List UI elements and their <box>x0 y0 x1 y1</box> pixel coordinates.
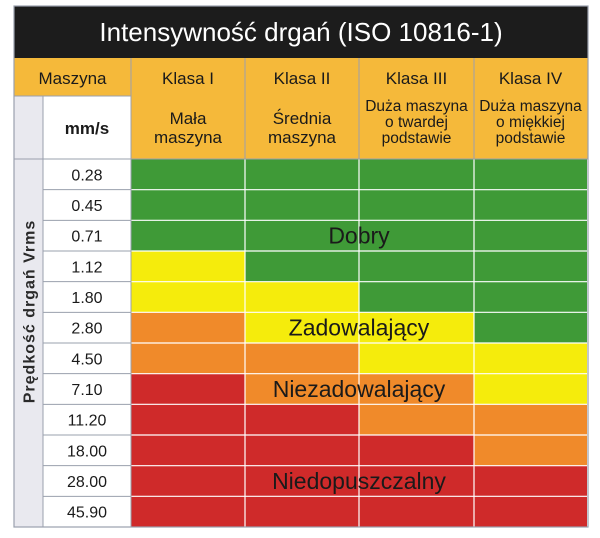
zone-cell <box>245 189 359 221</box>
class-description: Średnia <box>273 109 332 128</box>
velocity-axis-label: Prędkość drgań Vrms <box>22 220 39 404</box>
zone-cell <box>131 159 245 190</box>
zone-cell <box>474 312 587 343</box>
velocity-value: 0.28 <box>71 167 102 184</box>
zone-cell <box>474 343 587 374</box>
zone-cell <box>359 220 474 251</box>
machine-header: Maszyna <box>38 69 107 88</box>
zone-cell <box>245 343 359 374</box>
class-description: Duża maszyna <box>479 98 582 115</box>
zone-cell <box>131 281 245 313</box>
class-description: maszyna <box>154 128 223 147</box>
zone-cell <box>245 312 359 343</box>
zone-cell <box>131 435 245 466</box>
zone-cell <box>245 404 359 435</box>
zone-cell <box>131 220 245 251</box>
velocity-value: 28.00 <box>67 474 107 491</box>
zone-cell <box>359 312 474 343</box>
class-description: maszyna <box>268 128 337 147</box>
class-header: Klasa II <box>274 69 331 88</box>
zone-cell <box>131 251 245 282</box>
velocity-value: 18.00 <box>67 443 107 460</box>
zone-label: Niedopuszczalny <box>272 468 446 494</box>
zone-cell <box>245 220 359 251</box>
zone-cell <box>359 159 474 190</box>
unit-header: mm/s <box>65 119 109 138</box>
chart-title: Intensywność drgań (ISO 10816-1) <box>99 17 502 47</box>
zone-cell <box>131 373 245 405</box>
zone-cell <box>245 373 359 405</box>
zone-cell <box>474 220 587 251</box>
zone-cell <box>474 251 587 282</box>
unit-cell <box>43 96 131 159</box>
velocity-value: 1.12 <box>71 259 102 276</box>
class-description: podstawie <box>382 130 452 147</box>
zone-cell <box>359 373 474 405</box>
zone-cell <box>245 159 359 190</box>
class-header: Klasa I <box>162 69 214 88</box>
zone-cell <box>131 189 245 221</box>
zone-label: Niezadowalający <box>273 376 446 402</box>
zone-cell <box>131 312 245 343</box>
zone-cell <box>359 343 474 374</box>
zone-cell <box>359 281 474 313</box>
zone-cell <box>474 435 587 466</box>
zone-cell <box>474 496 587 527</box>
axis-label-column <box>14 96 43 527</box>
zone-cell <box>359 404 474 435</box>
velocity-value: 11.20 <box>68 413 107 430</box>
zone-cell <box>474 465 587 497</box>
velocity-value: 0.45 <box>71 198 102 215</box>
class-description: Mała <box>170 109 207 128</box>
zone-label: Zadowalający <box>289 315 430 341</box>
zone-cell <box>474 281 587 313</box>
class-description: o twardej <box>385 114 448 131</box>
zone-cell <box>474 189 587 221</box>
velocity-value: 0.71 <box>71 229 102 246</box>
class-description: o miękkiej <box>496 114 565 131</box>
zone-cell <box>474 404 587 435</box>
title-bar <box>14 6 588 58</box>
zone-cell <box>131 465 245 497</box>
class-description: podstawie <box>496 130 566 147</box>
zone-cell <box>474 159 587 190</box>
velocity-value: 2.80 <box>71 321 102 338</box>
velocity-value: 7.10 <box>71 382 102 399</box>
zone-cell <box>131 404 245 435</box>
zone-cell <box>474 373 587 405</box>
zone-cell <box>245 251 359 282</box>
zone-label: Dobry <box>328 223 390 249</box>
zone-cell <box>131 496 245 527</box>
table-border <box>13 5 589 528</box>
class-header: Klasa IV <box>499 69 563 88</box>
velocity-value: 4.50 <box>71 351 102 368</box>
zone-cell <box>245 281 359 313</box>
zone-cell <box>245 435 359 466</box>
zone-cell <box>359 465 474 497</box>
zone-cell <box>359 251 474 282</box>
zone-cell <box>245 465 359 497</box>
zone-cell <box>359 189 474 221</box>
zone-cell <box>359 435 474 466</box>
zone-cell <box>245 496 359 527</box>
class-header: Klasa III <box>386 69 447 88</box>
zone-cell <box>359 496 474 527</box>
velocity-value: 1.80 <box>71 290 102 307</box>
velocity-value: 45.90 <box>67 505 107 522</box>
zone-cell <box>131 343 245 374</box>
class-description: Duża maszyna <box>365 98 468 115</box>
